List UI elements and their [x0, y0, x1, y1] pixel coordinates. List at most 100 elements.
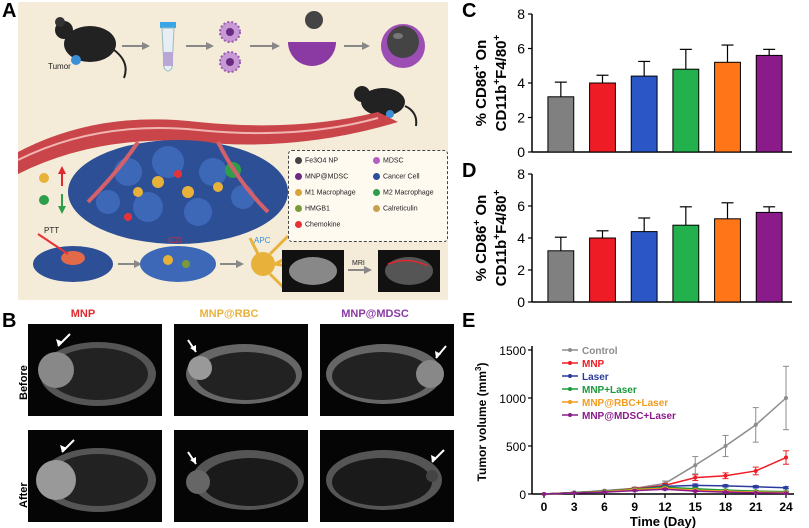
- y-axis-label-line2: CD11b+F4/80+: [492, 34, 510, 131]
- mri-grid: MNP MNP@RBC MNP@MDSC Before After: [18, 308, 454, 524]
- legend-item: Calreticulin: [373, 205, 418, 212]
- data-point: [542, 492, 546, 496]
- legend-label: MNP+Laser: [582, 385, 637, 396]
- bar: [589, 82, 616, 153]
- data-point: [632, 488, 637, 493]
- mri-image-mnp-rbc-before: [174, 324, 308, 416]
- mouse-icon: [55, 17, 127, 79]
- y-tick-label: 1500: [499, 344, 526, 358]
- panel-e-letter: E: [462, 310, 476, 332]
- y-tick-label: 6: [517, 41, 525, 57]
- legend-dot-icon: [295, 157, 302, 164]
- icd-tumor: [140, 246, 216, 282]
- nanoparticle-icon: [305, 11, 323, 29]
- mnp-mdsc-icon: [381, 24, 425, 68]
- y-tick-label: 4: [517, 230, 525, 246]
- legend-marker: [568, 413, 572, 417]
- legend-dot-icon: [373, 173, 380, 180]
- legend-item: M1 Macrophage: [295, 189, 356, 196]
- legend-label: MNP: [582, 359, 605, 370]
- mri-label: MRI: [352, 260, 365, 267]
- legend-label: MNP@MDSC: [305, 173, 349, 181]
- legend-dot-icon: [295, 205, 302, 212]
- legend-dot-icon: [295, 189, 302, 196]
- y-tick-label: 0: [517, 144, 525, 160]
- data-point: [753, 484, 758, 489]
- legend-marker: [568, 374, 572, 378]
- mri-col-mnp-rbc: MNP@RBC: [199, 308, 259, 320]
- x-tick-label: 15: [689, 500, 703, 514]
- x-tick-label: 12: [658, 500, 672, 514]
- legend-dot-icon: [295, 221, 302, 228]
- x-tick-label: 21: [749, 500, 763, 514]
- data-point: [693, 489, 698, 494]
- legend-item: MDSC: [373, 157, 404, 164]
- legend-label: Cancer Cell: [383, 173, 420, 181]
- bar: [547, 250, 575, 303]
- legend-dot-icon: [373, 205, 380, 212]
- apc-label: APC: [254, 236, 271, 245]
- data-point: [753, 490, 758, 495]
- legend-marker: [568, 361, 572, 365]
- x-axis-label: Time (Day): [630, 514, 696, 528]
- mri-image-mnp-rbc-after: [174, 430, 308, 522]
- legend-label: Fe3O4 NP: [305, 157, 339, 165]
- legend-item: M2 Macrophage: [373, 189, 434, 196]
- data-point: [723, 483, 728, 488]
- data-point: [723, 490, 728, 495]
- legend-marker: [568, 400, 572, 404]
- bar: [755, 54, 783, 153]
- bar: [672, 224, 700, 303]
- schematic-drawing: [18, 11, 440, 292]
- tumor-label: Tumor: [48, 62, 71, 71]
- bar: [672, 68, 700, 153]
- legend-label: Chemokine: [305, 221, 341, 229]
- panel-c-letter: C: [462, 0, 477, 22]
- ptt-label: PTT: [44, 226, 60, 235]
- y-axis-label: Tumor volume (mm3): [474, 363, 489, 482]
- legend-item: HMGB1: [295, 205, 330, 212]
- y-tick-label: 8: [517, 166, 525, 182]
- data-point: [663, 487, 667, 492]
- legend-label: HMGB1: [305, 205, 330, 213]
- y-tick-label: 8: [517, 6, 525, 22]
- bar: [589, 237, 616, 303]
- panel-b-letter: B: [2, 310, 17, 332]
- panel-a-letter: A: [2, 0, 17, 22]
- mri-image-mnp-mdsc-before: [320, 324, 454, 416]
- y-tick-label: 2: [517, 110, 525, 126]
- bar: [630, 75, 658, 153]
- y-tick-label: 0: [517, 294, 525, 310]
- mri-col-mnp: MNP: [70, 308, 96, 320]
- data-point: [753, 422, 758, 427]
- x-tick-label: 3: [571, 500, 578, 514]
- y-axis-label-line1: % CD86+ On: [472, 40, 490, 127]
- x-tick-label: 24: [779, 500, 793, 514]
- bar: [714, 218, 741, 303]
- y-tick-label: 0: [519, 488, 526, 502]
- data-point: [784, 485, 788, 490]
- y-tick-label: 1000: [499, 392, 526, 406]
- legend-item: Chemokine: [295, 221, 340, 228]
- legend-item: MNP@MDSC: [295, 173, 348, 180]
- tube-icon: [160, 22, 176, 72]
- legend-dot-icon: [295, 173, 302, 180]
- data-point: [723, 444, 728, 448]
- data-point: [784, 455, 788, 460]
- legend-label: MNP@RBC+Laser: [582, 398, 668, 409]
- ptt-tumor: [33, 233, 113, 282]
- mri-image-mnp-mdsc-after: [320, 430, 454, 522]
- data-point: [784, 396, 788, 400]
- legend-dot-icon: [373, 189, 380, 196]
- m1-up-arrow: [39, 166, 66, 186]
- data-point: [784, 491, 788, 496]
- data-point: [602, 490, 607, 495]
- legend-label: Control: [582, 346, 618, 357]
- mdsc-cells-icon: [219, 21, 241, 73]
- mri-image-mnp-after: [28, 430, 162, 522]
- bar: [630, 231, 658, 303]
